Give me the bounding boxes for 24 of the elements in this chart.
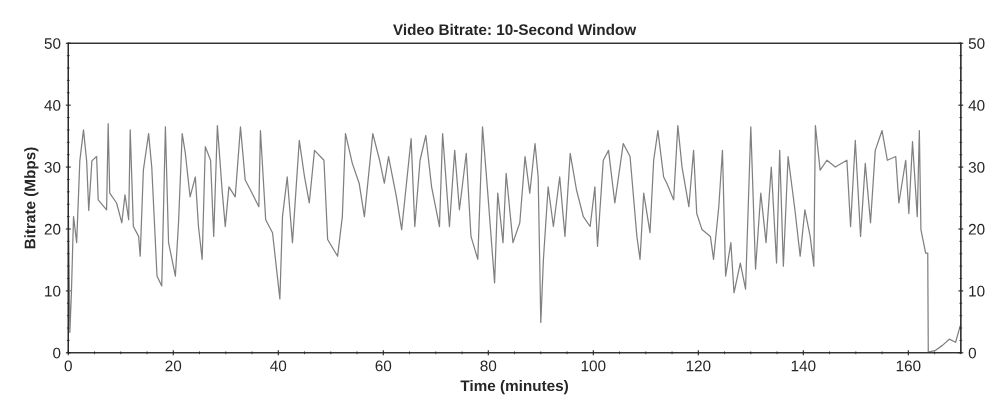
x-tick-label: 160: [896, 360, 921, 372]
x-tick-label: 120: [686, 360, 711, 372]
y2-tick-label: 0: [968, 347, 977, 359]
x-tick-label: 20: [165, 360, 182, 372]
x-tick-label: 140: [791, 360, 816, 372]
y-tick-label: 20: [44, 223, 61, 235]
x-tick-label: 60: [375, 360, 392, 372]
x-axis-title: Time (minutes): [460, 379, 568, 395]
x-tick-label: 80: [480, 360, 497, 372]
x-tick-label: 0: [64, 360, 72, 372]
y2-tick-label: 20: [968, 223, 985, 235]
y-tick-label: 10: [45, 285, 61, 297]
y2-tick-label: 40: [968, 100, 985, 111]
y-tick-label: 50: [44, 38, 61, 49]
x-tick-label: 100: [581, 360, 606, 372]
y2-tick-label: 30: [968, 161, 985, 173]
y2-tick-label: 50: [968, 38, 985, 49]
y-tick-label: 0: [53, 347, 61, 359]
y2-tick-label: 10: [969, 285, 985, 297]
y-tick-label: 40: [44, 100, 61, 111]
y-tick-label: 30: [44, 161, 61, 173]
chart-title: Video Bitrate: 10-Second Window: [393, 23, 637, 36]
y-axis-title: Bitrate (Mbps): [24, 147, 39, 249]
x-tick-label: 40: [270, 360, 287, 372]
